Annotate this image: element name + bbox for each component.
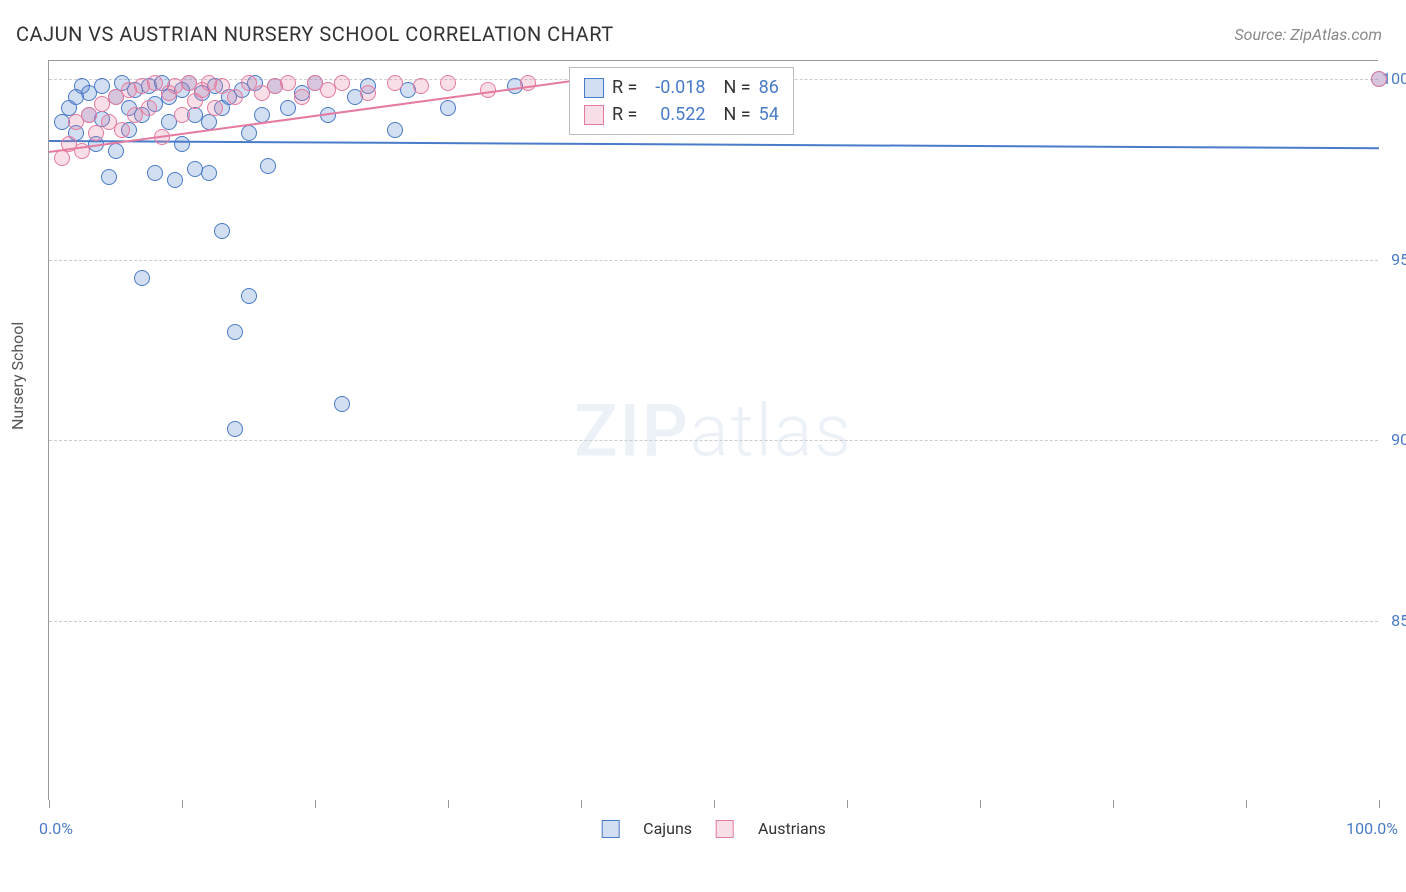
chart-source: Source: ZipAtlas.com [1234,25,1382,44]
correlation-legend-row: R = -0.018 N = 86 [584,74,779,101]
data-point [440,75,456,91]
n-label: N = [723,74,750,101]
data-point [201,165,217,181]
x-tick [581,800,582,808]
gridline-h [49,440,1378,441]
r-label: R = [612,101,637,128]
scatter-plot-area: ZIPatlas 100.0%95.0%90.0%85.0%0.0%100.0%… [48,60,1378,800]
data-point [101,169,117,185]
data-point [114,122,130,138]
data-point [147,165,163,181]
data-point [260,158,276,174]
data-point [214,223,230,239]
x-tick [315,800,316,808]
data-point [141,100,157,116]
data-point [54,150,70,166]
data-point [227,89,243,105]
trend-line [49,140,1379,149]
n-label: N = [723,101,750,128]
legend-swatch [716,820,734,838]
data-point [81,107,97,123]
watermark-light: atlas [690,388,853,473]
x-tick [1113,800,1114,808]
data-point [334,75,350,91]
gridline-h [49,260,1378,261]
data-point [167,172,183,188]
legend-swatch [601,820,619,838]
chart-header: CAJUN VS AUSTRIAN NURSERY SCHOOL CORRELA… [0,0,1406,60]
data-point [280,100,296,116]
y-tick-label: 85.0% [1379,611,1406,630]
r-value: 0.522 [645,101,705,128]
n-value: 86 [759,74,779,101]
x-label-start: 0.0% [39,819,73,838]
y-axis-label: Nursery School [8,322,27,430]
x-tick [1246,800,1247,808]
data-point [387,122,403,138]
x-tick [1379,800,1380,808]
correlation-legend: R = -0.018 N = 86 R = 0.522 N = 54 [569,67,794,135]
correlation-legend-row: R = 0.522 N = 54 [584,101,779,128]
x-tick [49,800,50,808]
data-point [294,89,310,105]
legend-swatch [584,78,604,98]
data-point [241,288,257,304]
x-tick [714,800,715,808]
data-point [440,100,456,116]
x-tick [980,800,981,808]
data-point [1371,71,1387,87]
x-label-end: 100.0% [1346,819,1398,838]
x-tick [182,800,183,808]
data-point [207,100,223,116]
series-legend: Cajuns Austrians [601,819,826,838]
gridline-h [49,621,1378,622]
data-point [174,136,190,152]
legend-swatch [584,105,604,125]
r-label: R = [612,74,637,101]
data-point [280,75,296,91]
y-tick-label: 90.0% [1379,430,1406,449]
x-tick [448,800,449,808]
x-tick [847,800,848,808]
data-point [174,107,190,123]
y-tick-label: 95.0% [1379,250,1406,269]
data-point [241,125,257,141]
n-value: 54 [759,101,779,128]
watermark-bold: ZIP [574,388,690,473]
chart-title: CAJUN VS AUSTRIAN NURSERY SCHOOL CORRELA… [16,22,614,46]
data-point [387,75,403,91]
data-point [88,125,104,141]
legend-label: Austrians [758,819,826,838]
data-point [227,324,243,340]
data-point [360,85,376,101]
data-point [413,78,429,94]
r-value: -0.018 [645,74,705,101]
watermark: ZIPatlas [574,388,853,473]
data-point [227,421,243,437]
data-point [108,143,124,159]
legend-label: Cajuns [643,819,692,838]
data-point [134,270,150,286]
data-point [334,396,350,412]
